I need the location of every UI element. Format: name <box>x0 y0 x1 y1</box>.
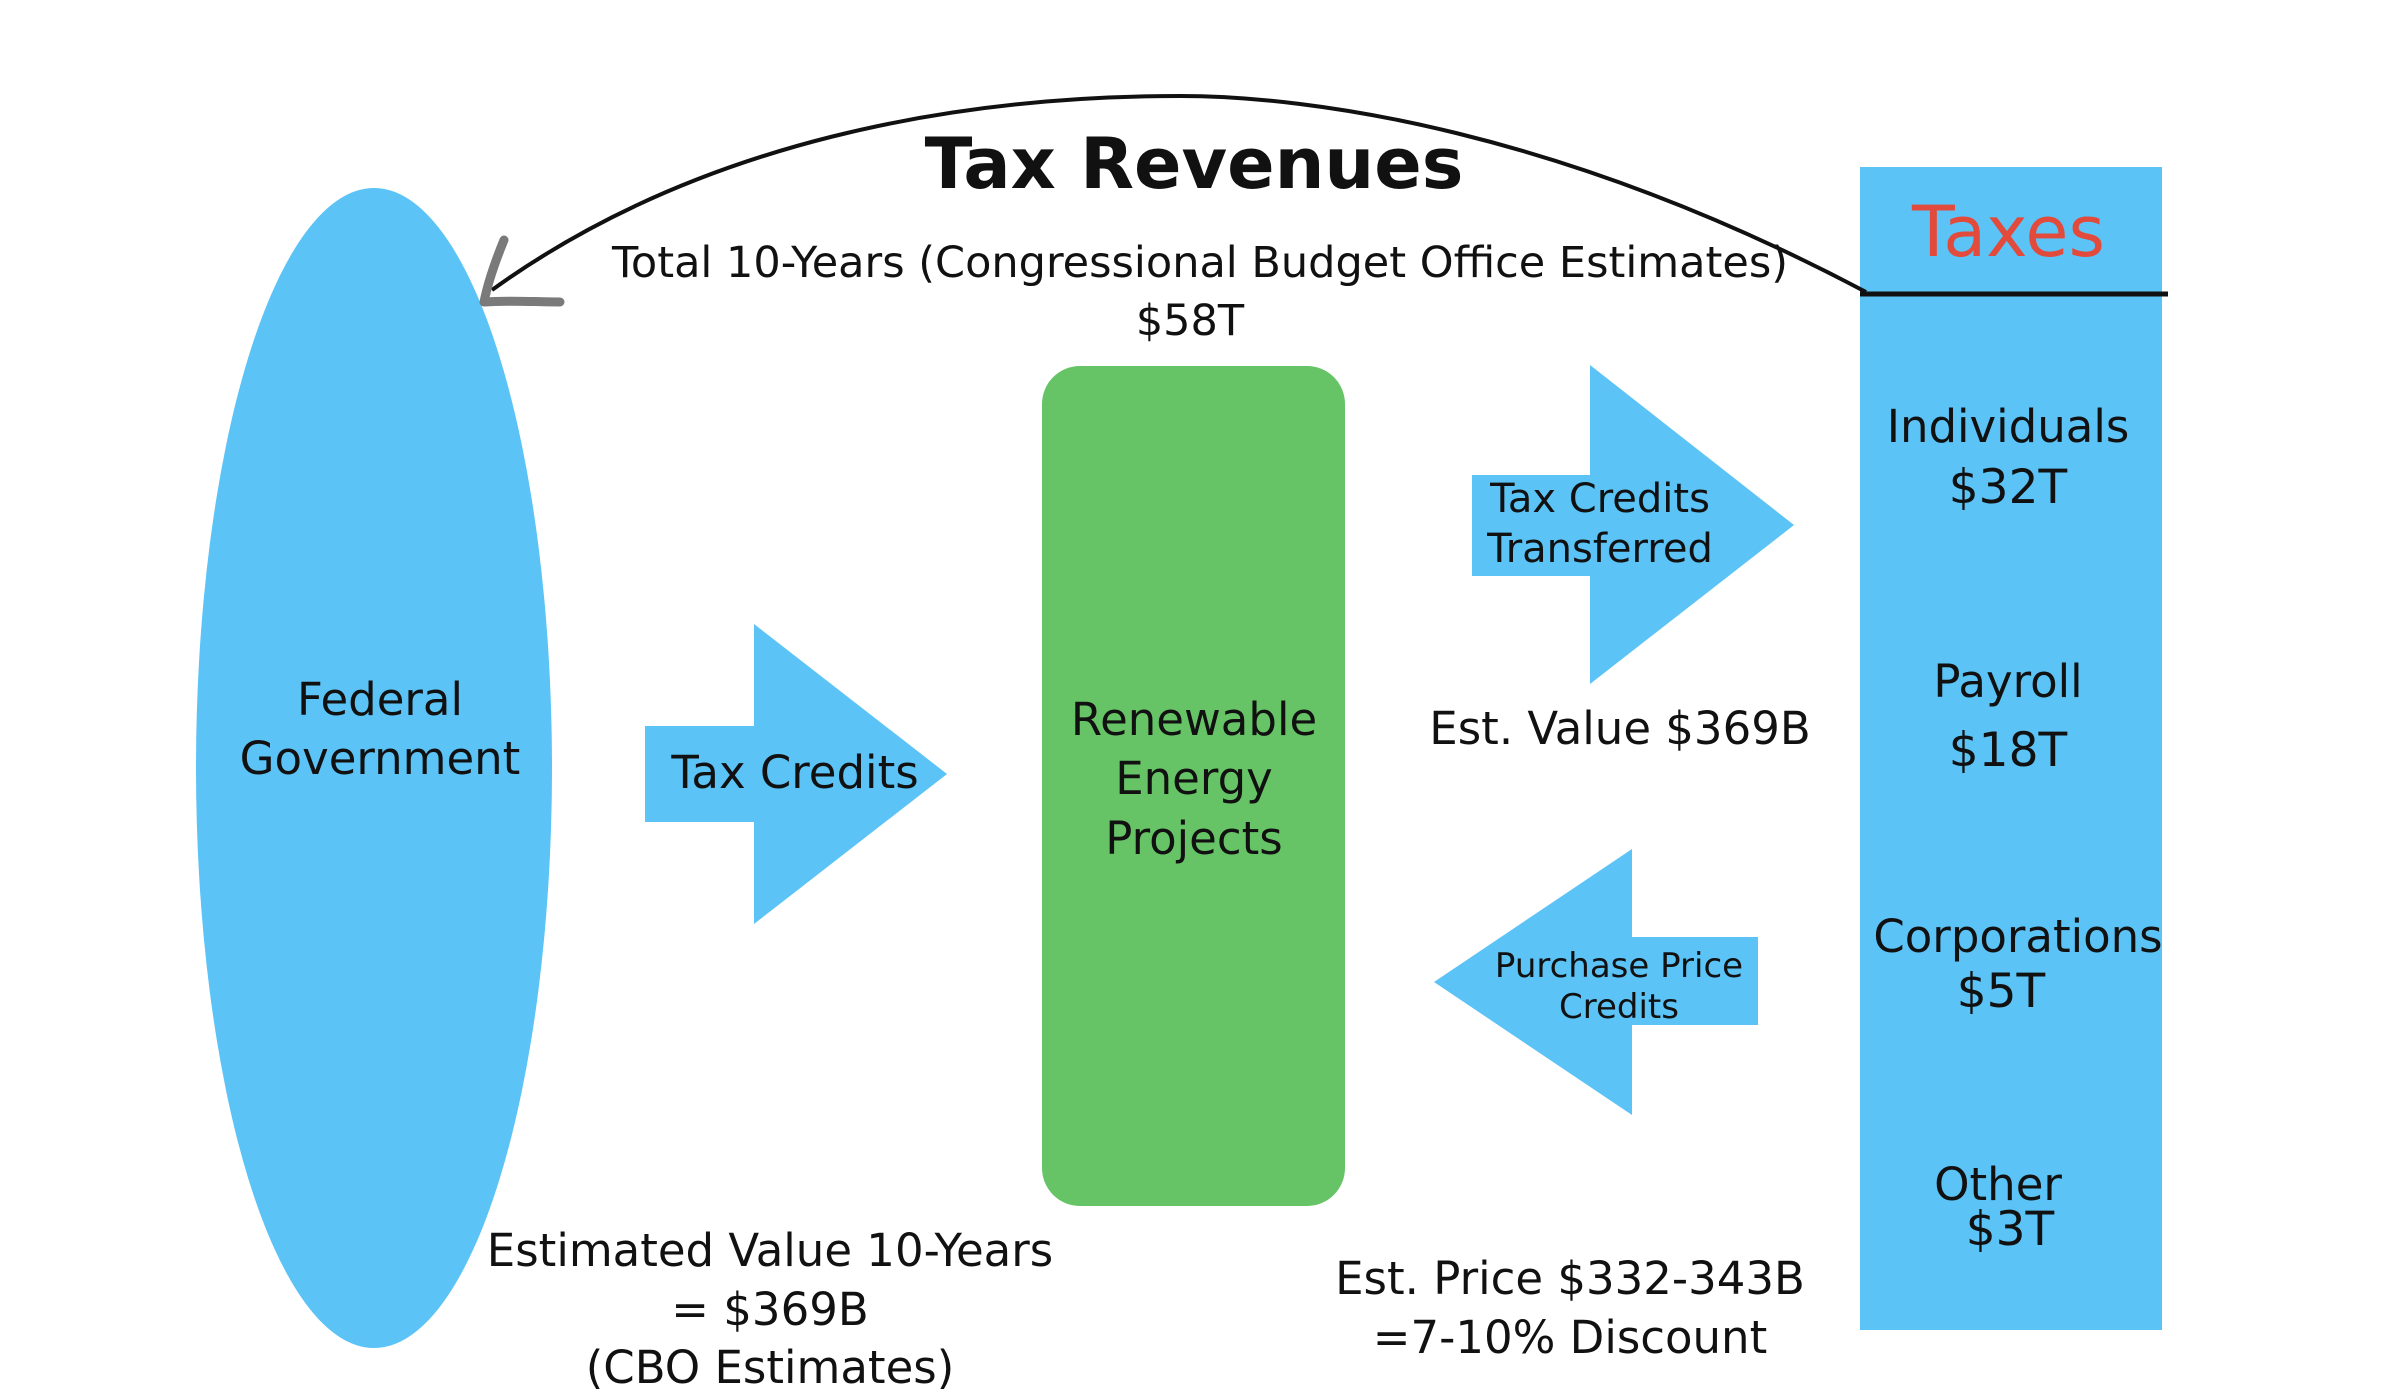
renewable-line-1: Renewable <box>1070 693 1318 746</box>
est-price-line-1: Est. Price $332-343B <box>1335 1252 1805 1305</box>
revenue-total: $58T <box>1135 296 1245 346</box>
estimated-value-note: Estimated Value 10-Years = $369B (CBO Es… <box>470 1222 1070 1398</box>
revenue-subtitle: Total 10-Years (Congressional Budget Off… <box>611 238 1789 288</box>
taxes-item-value: $18T <box>1948 723 2068 778</box>
taxes-item-label: Corporations <box>1873 910 2163 963</box>
tax-credits-arrow <box>645 624 947 924</box>
diagram-title: Tax Revenues <box>924 123 1464 205</box>
renewable-line-3: Projects <box>1105 811 1283 865</box>
taxes-item-corporations: Corporations $5T <box>1868 910 2168 1020</box>
est-value-label: Est. Value $369B <box>1429 702 1811 755</box>
estimated-line-2: = $369B <box>671 1282 869 1336</box>
tax-revenue-arrowhead <box>479 235 565 307</box>
taxes-item-payroll: Payroll $18T <box>1858 655 2158 779</box>
est-price-note: Est. Price $332-343B =7-10% Discount <box>1290 1250 1850 1367</box>
federal-government-label: Federal Government <box>180 670 580 789</box>
renewable-projects-box <box>1042 366 1345 1206</box>
purchase-line-2: Credits <box>1559 987 1679 1028</box>
taxes-item-individuals: Individuals $32T <box>1858 400 2158 516</box>
estimated-line-1: Estimated Value 10-Years <box>486 1224 1054 1277</box>
purchase-price-credits-arrow <box>1434 849 1758 1115</box>
taxes-item-label: Individuals <box>1886 400 2130 453</box>
tax-revenue-curve <box>490 93 1867 294</box>
taxes-item-value: $3T <box>1965 1202 2055 1257</box>
renewable-line-2: Energy <box>1115 752 1273 806</box>
taxes-item-value: $5T <box>1956 964 2046 1019</box>
tax-credits-label: Tax Credits <box>671 746 919 799</box>
taxes-item-value: $32T <box>1948 460 2068 515</box>
taxes-item-label: Payroll <box>1933 655 2083 708</box>
estimated-line-3: (CBO Estimates) <box>585 1341 955 1394</box>
transferred-line-2: Transferred <box>1487 526 1713 572</box>
federal-line-1: Federal <box>297 673 463 726</box>
taxes-column <box>1860 167 2162 1330</box>
federal-line-2: Government <box>239 732 521 786</box>
transferred-line-1: Tax Credits <box>1490 476 1710 522</box>
purchase-price-credits-label: Purchase Price Credits <box>1444 946 1794 1029</box>
federal-government-ellipse <box>196 188 552 1348</box>
purchase-line-1: Purchase Price <box>1494 946 1744 986</box>
renewable-projects-label: Renewable Energy Projects <box>1044 690 1344 868</box>
tax-credits-transferred-label: Tax Credits Transferred <box>1430 474 1770 574</box>
taxes-item-other: Other $3T <box>1848 1158 2148 1258</box>
est-price-line-2: =7-10% Discount <box>1372 1310 1768 1364</box>
taxes-item-label: Other <box>1934 1158 2062 1211</box>
tax-credits-transferred-arrow <box>1472 365 1794 684</box>
taxes-header: Taxes <box>1912 191 2105 273</box>
